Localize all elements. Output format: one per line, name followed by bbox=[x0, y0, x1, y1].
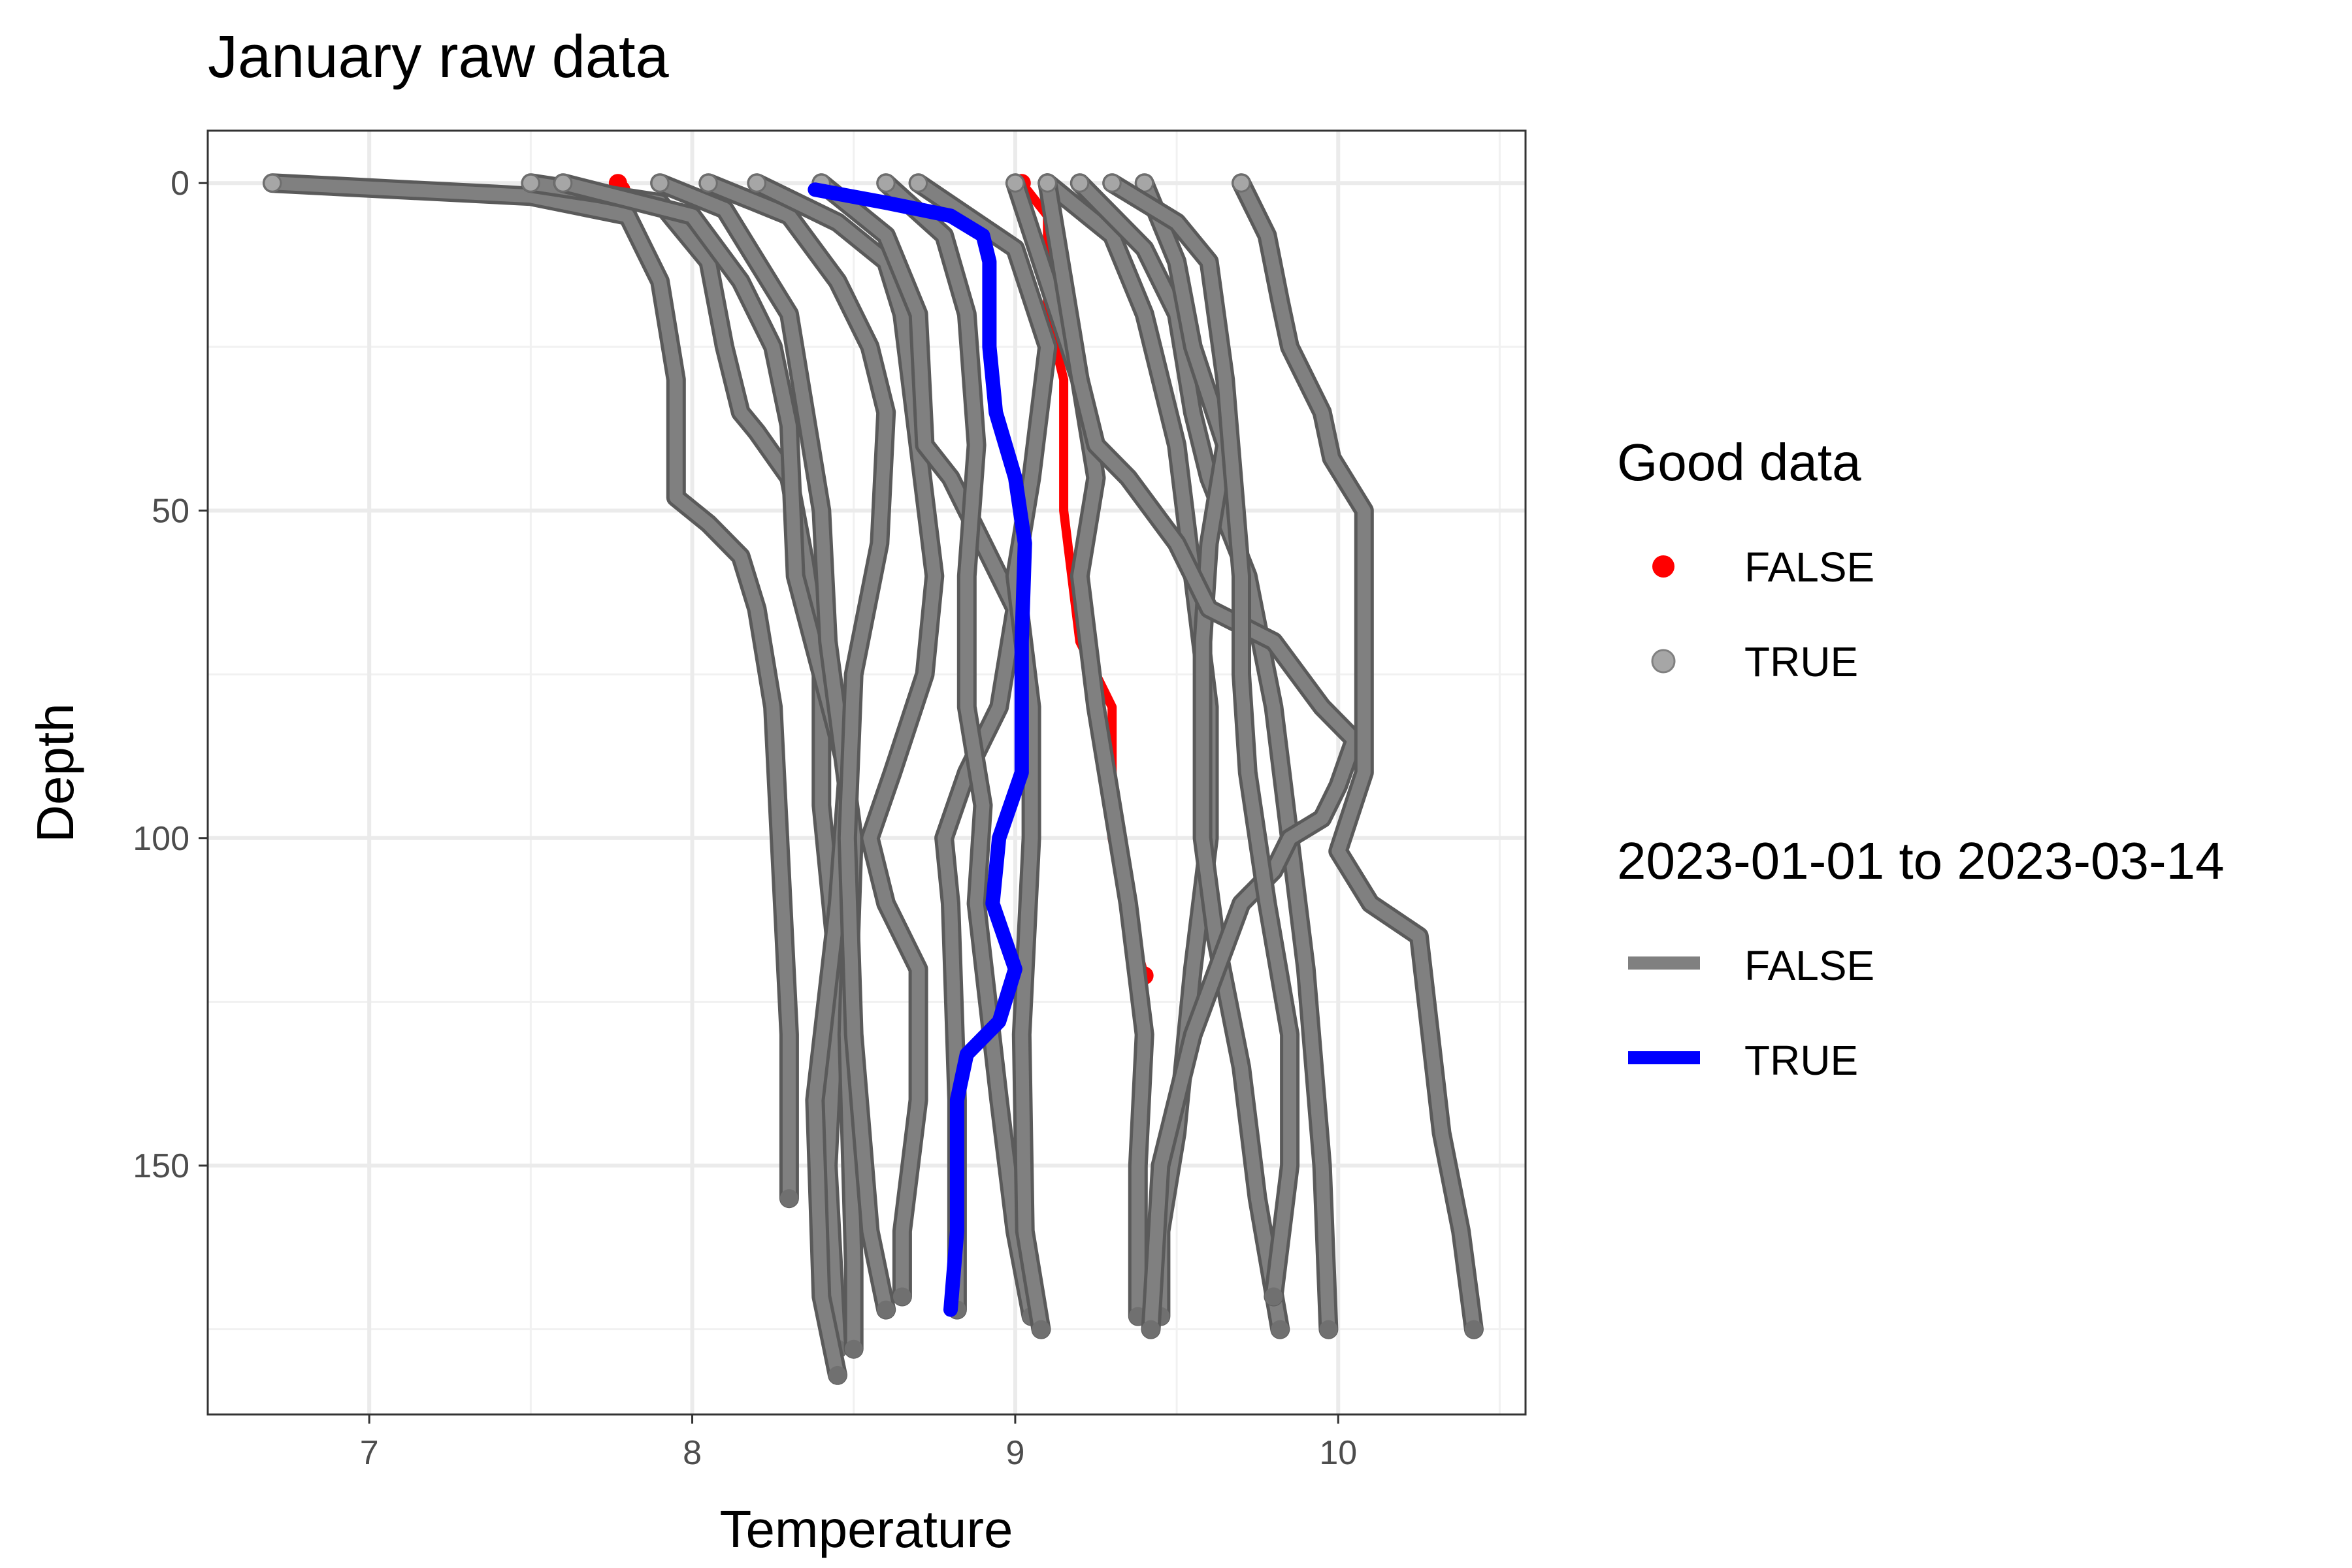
x-tick-label: 9 bbox=[1005, 1434, 1024, 1472]
series-start-point bbox=[263, 173, 282, 193]
series-start-point bbox=[650, 173, 670, 193]
series-end-point bbox=[892, 1287, 911, 1306]
series-start-point bbox=[1005, 173, 1025, 193]
y-tick-label: 100 bbox=[133, 820, 189, 858]
series-line-false bbox=[265, 176, 796, 1205]
x-axis-title: Temperature bbox=[719, 1500, 1013, 1558]
legend-title: 2023-01-01 to 2023-03-14 bbox=[1617, 832, 2225, 890]
series-start-point bbox=[553, 173, 573, 193]
series-start-point bbox=[521, 173, 540, 193]
series-line-false bbox=[1137, 176, 1287, 1336]
series-end-point bbox=[1464, 1320, 1483, 1339]
series-end-point bbox=[1319, 1320, 1338, 1339]
legend-label: FALSE bbox=[1744, 544, 1874, 591]
x-tick-label: 8 bbox=[683, 1434, 702, 1472]
series-end-point bbox=[828, 1365, 847, 1384]
series-line-false bbox=[1041, 176, 1361, 1336]
x-tick-label: 7 bbox=[360, 1434, 379, 1472]
series-line-false bbox=[1235, 176, 1480, 1336]
series-end-point bbox=[1032, 1320, 1051, 1339]
x-tick-label: 10 bbox=[1319, 1434, 1357, 1472]
series-start-point bbox=[1232, 173, 1251, 193]
legend-label: TRUE bbox=[1744, 1037, 1858, 1084]
series-layer bbox=[262, 173, 1484, 1385]
series-end-point bbox=[1141, 1320, 1160, 1339]
series-line-false bbox=[702, 176, 893, 1316]
legend-key-point bbox=[1651, 649, 1676, 674]
series-start-point bbox=[876, 173, 896, 193]
series-start-point bbox=[1102, 173, 1122, 193]
series-start-point bbox=[1037, 173, 1057, 193]
y-tick-label: 50 bbox=[152, 492, 189, 530]
y-tick-label: 0 bbox=[171, 165, 189, 203]
series-start-point bbox=[747, 173, 766, 193]
legend-label: FALSE bbox=[1744, 942, 1874, 989]
series-end-point bbox=[1264, 1287, 1283, 1306]
series-end-point bbox=[844, 1339, 863, 1358]
series-end-point bbox=[1271, 1320, 1290, 1339]
legend: Good data FALSE TRUE 2023-01-01 to 2023-03-… bbox=[1617, 433, 2225, 1084]
series-line-false bbox=[1105, 176, 1297, 1303]
plot-border bbox=[206, 129, 1527, 1416]
series-line-false bbox=[653, 176, 860, 1356]
series-line-false bbox=[815, 176, 1022, 1316]
series-end-point bbox=[779, 1189, 798, 1208]
series-line-false bbox=[556, 176, 854, 1382]
y-tick-label: 150 bbox=[133, 1147, 189, 1185]
legend-key-point bbox=[1652, 555, 1674, 578]
series-start-point bbox=[1070, 173, 1090, 193]
series-end-point bbox=[877, 1300, 896, 1319]
series-line-false bbox=[750, 176, 941, 1303]
legend-label: TRUE bbox=[1744, 638, 1858, 685]
y-axis-title: Depth bbox=[26, 703, 84, 842]
series-line-true bbox=[808, 182, 1032, 1317]
series-line-false bbox=[879, 176, 1038, 1323]
series-start-point bbox=[698, 173, 718, 193]
legend-title: Good data bbox=[1617, 433, 1861, 491]
chart-title: January raw data bbox=[208, 24, 670, 90]
series-start-point bbox=[909, 173, 928, 193]
